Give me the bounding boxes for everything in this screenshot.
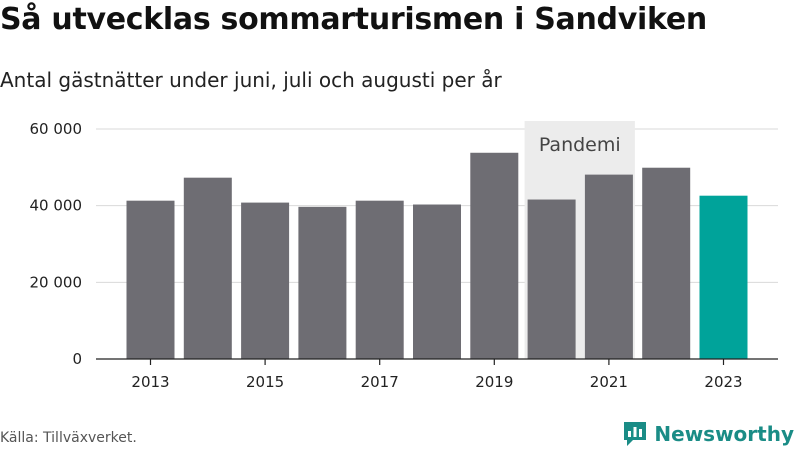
x-tick-label: 2017 xyxy=(361,373,399,391)
bar-2023 xyxy=(699,195,748,359)
x-tick-label: 2013 xyxy=(131,373,169,391)
bar-2019 xyxy=(470,152,519,359)
bar-2016 xyxy=(298,206,347,359)
y-tick-label: 20 000 xyxy=(30,273,83,291)
bar-2018 xyxy=(413,204,461,359)
bar-2013 xyxy=(126,200,175,359)
x-tick-label: 2021 xyxy=(590,373,628,391)
bar-2015 xyxy=(241,202,290,359)
newsworthy-logo-icon xyxy=(624,422,647,446)
brand-name: Newsworthy xyxy=(654,422,794,446)
x-tick-label: 2019 xyxy=(475,373,513,391)
bar-2017 xyxy=(355,200,404,359)
chart-subtitle: Antal gästnätter under juni, juli och au… xyxy=(0,68,502,92)
bar-2021 xyxy=(584,174,633,359)
bar-2020 xyxy=(527,199,576,359)
bars xyxy=(126,152,748,359)
bar-2014 xyxy=(183,177,232,359)
bar-chart: Pandemi 0 20 000 40 000 60 000 2013 2015 2017 2… xyxy=(30,120,778,391)
y-tick-label: 0 xyxy=(72,350,82,368)
source-note: Källa: Tillväxverket. xyxy=(0,430,137,446)
x-tick-label: 2015 xyxy=(246,373,284,391)
bar-2022 xyxy=(642,167,691,359)
chart-title: Så utvecklas sommarturismen i Sandviken xyxy=(0,2,707,37)
brand-logo[interactable]: Newsworthy xyxy=(622,420,794,448)
y-tick-label: 60 000 xyxy=(30,120,83,138)
y-tick-label: 40 000 xyxy=(30,197,83,215)
pandemic-label: Pandemi xyxy=(539,134,621,156)
axes: 0 20 000 40 000 60 000 2013 2015 2017 2019 2021 2… xyxy=(30,120,778,391)
x-tick-label: 2023 xyxy=(704,373,742,391)
